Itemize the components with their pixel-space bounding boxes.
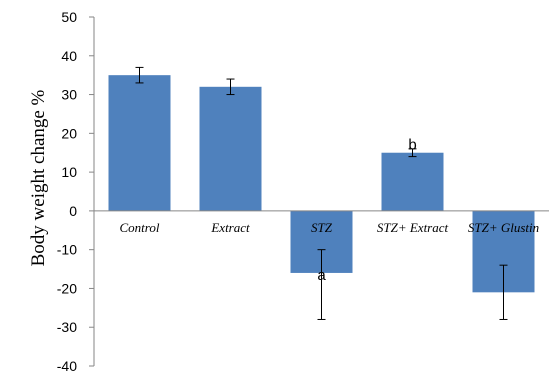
- bar: [381, 152, 444, 211]
- y-tick-label: -10: [57, 242, 77, 258]
- bar: [199, 86, 262, 211]
- significance-label: a: [317, 267, 326, 284]
- y-tick-label: 40: [61, 48, 77, 64]
- category-label: STZ+ Glustin: [468, 220, 539, 235]
- y-tick-label: 30: [61, 87, 77, 103]
- category-label: Extract: [210, 220, 250, 235]
- annotations: ab: [317, 137, 416, 284]
- error-bars: [135, 66, 508, 320]
- category-label: Control: [120, 220, 160, 235]
- y-tick-label: -20: [57, 280, 77, 296]
- bar: [108, 75, 171, 211]
- y-axis-title: Body weight change %: [28, 89, 49, 266]
- y-tick-label: 0: [69, 203, 77, 219]
- y-tick-label: 10: [61, 164, 77, 180]
- category-label: STZ+ Extract: [377, 220, 449, 235]
- significance-label: b: [408, 137, 416, 154]
- y-tick-label: -30: [57, 319, 77, 335]
- y-tick-label: 50: [61, 9, 77, 25]
- category-labels: Control Extract STZ STZ+ Extract STZ+ Glusti…: [120, 220, 540, 235]
- bars: [108, 75, 535, 293]
- category-label: STZ: [311, 220, 333, 235]
- y-axis-ticks: -40 -30 -20 -10 0 10 20 30 40 50: [57, 9, 94, 374]
- y-tick-label: 20: [61, 125, 77, 141]
- y-tick-label: -40: [57, 358, 77, 374]
